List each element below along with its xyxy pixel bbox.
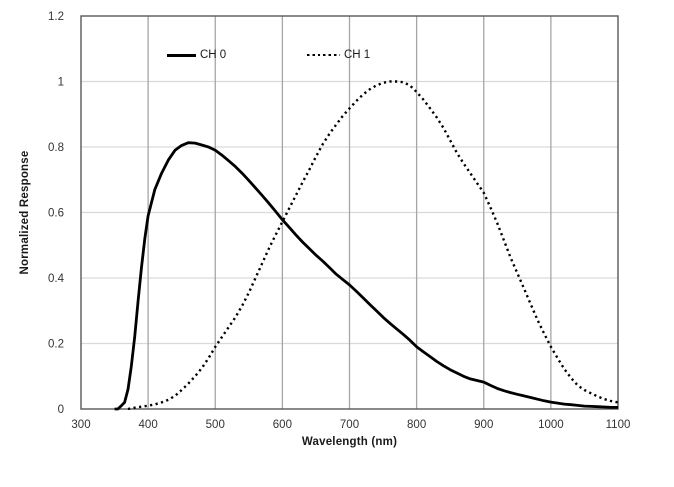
y-tick-label: 0: [58, 404, 64, 416]
x-tick-label: 500: [206, 419, 225, 431]
y-tick-label: 0.6: [48, 208, 64, 220]
series-curve-ch0: [114, 141, 618, 411]
legend-label-ch1: CH 1: [344, 49, 371, 61]
x-tick-label: 300: [71, 419, 90, 431]
plot-border: [80, 15, 619, 410]
legend-item-ch1: CH 1: [307, 48, 370, 62]
legend-solid-line-swatch: [167, 53, 196, 57]
x-tick-label: 1000: [538, 419, 564, 431]
legend-label-ch0: CH 0: [200, 49, 227, 61]
x-tick-label: 700: [340, 419, 359, 431]
y-axis-title: Normalized Response: [19, 150, 31, 275]
x-tick-label: 800: [407, 419, 426, 431]
y-tick-label: 0.8: [48, 142, 64, 154]
legend-item-ch0: CH 0: [167, 48, 226, 62]
y-tick-label: 0.4: [48, 273, 65, 285]
x-tick-label: 400: [139, 419, 158, 431]
x-tick-label: 1100: [606, 419, 631, 431]
y-tick-label: 1.2: [48, 11, 64, 23]
y-tick-label: 1: [58, 77, 64, 89]
x-tick-label: 600: [273, 419, 292, 431]
x-tick-label: 900: [474, 419, 493, 431]
legend-dotted-line-swatch: [307, 53, 340, 57]
series-curve-ch1: [127, 80, 619, 411]
y-tick-label: 0.2: [48, 339, 64, 351]
x-axis-title: Wavelength (nm): [301, 436, 398, 448]
